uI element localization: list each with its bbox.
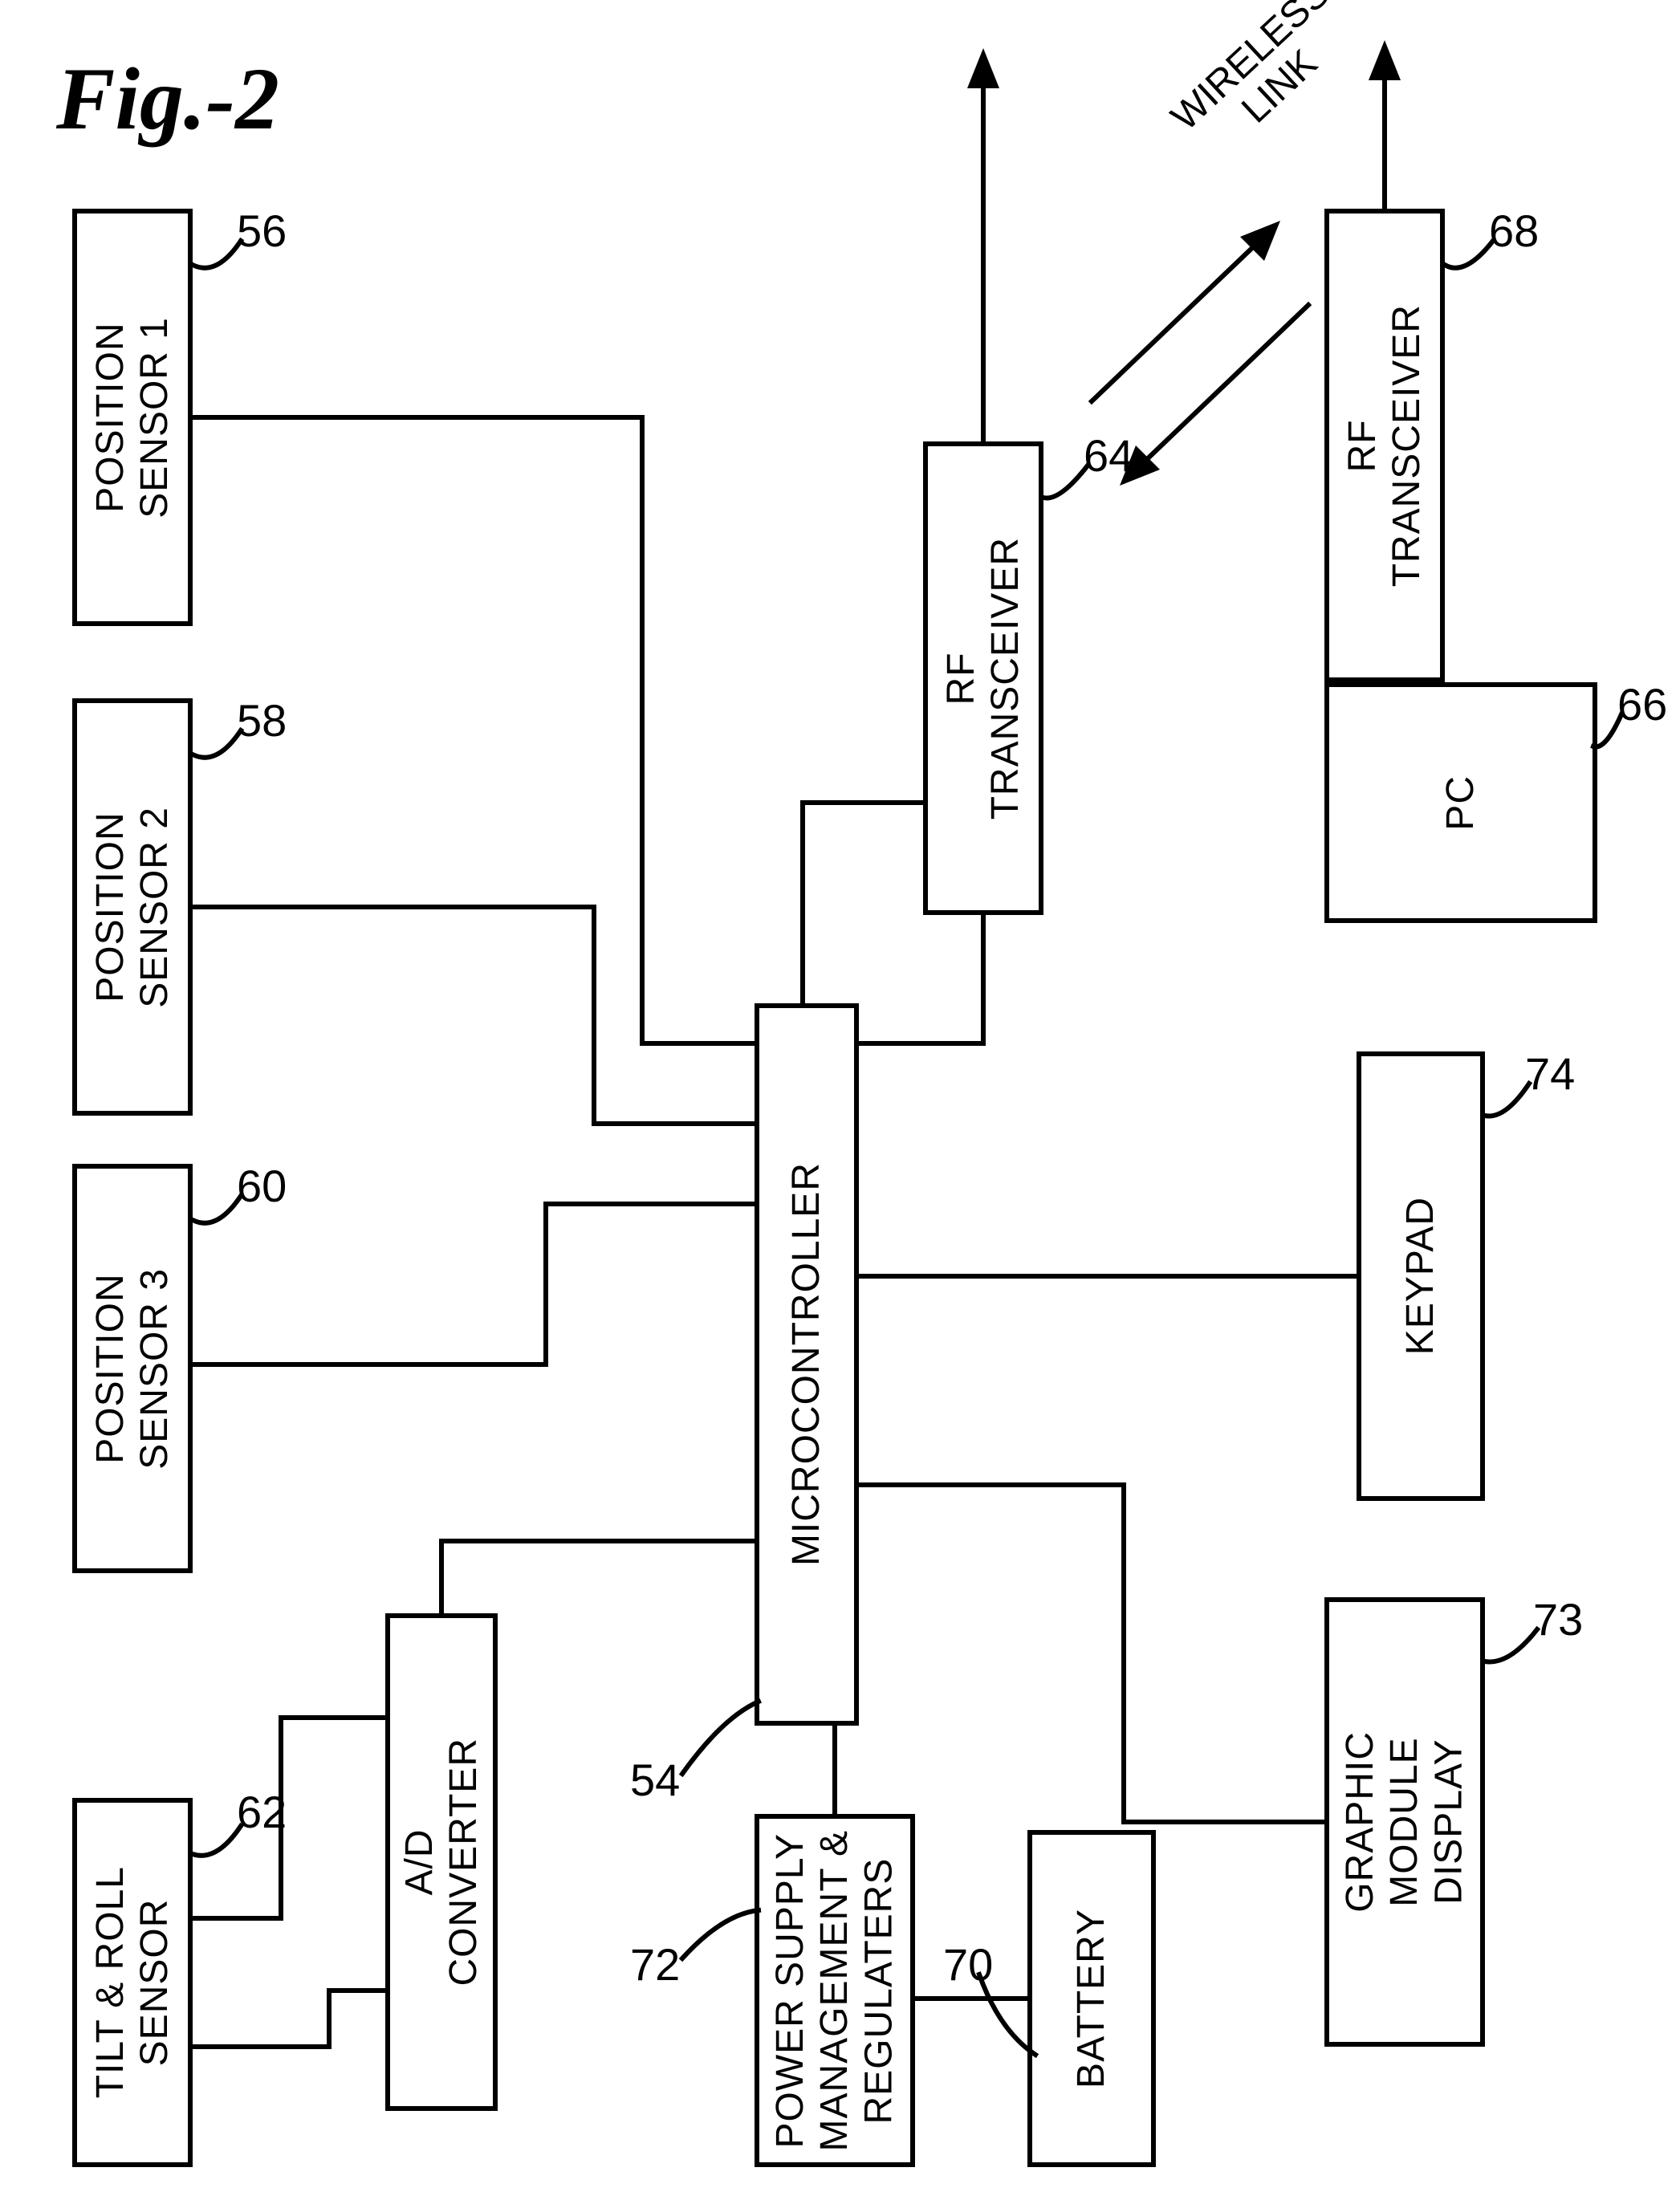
label-pc: PC [1438,775,1483,831]
label-graphic-display: GRAPHIC MODULE DISPLAY [1338,1731,1471,1913]
ref-58: 58 [237,694,287,746]
label-ad-converter: A/D CONVERTER [397,1738,486,1987]
diagram-canvas: Fig.-2 POSITION SENSOR 1 POSITION SENSOR… [0,0,1680,2196]
label-rf-transceiver-2: RF TRANSCEIVER [1340,304,1429,587]
label-wireless-link: WIRELESS LINK [1164,0,1367,170]
ref-72: 72 [630,1938,680,1991]
box-battery: BATTERY [1027,1830,1156,2167]
ref-70: 70 [943,1938,993,1991]
ref-73: 73 [1533,1593,1583,1645]
label-power-mgmt: POWER SUPPLY MANAGEMENT & REGULATERS [768,1830,901,2152]
label-tilt-roll-sensor: TILT & ROLL SENSOR [88,1866,177,2098]
ref-60: 60 [237,1160,287,1212]
box-graphic-display: GRAPHIC MODULE DISPLAY [1324,1597,1485,2047]
ref-62: 62 [237,1786,287,1838]
label-position-sensor-3: POSITION SENSOR 3 [88,1268,177,1470]
ref-74: 74 [1525,1047,1575,1100]
label-keypad: KEYPAD [1398,1197,1442,1355]
figure-title: Fig.-2 [56,48,279,150]
box-position-sensor-2: POSITION SENSOR 2 [72,698,193,1116]
label-rf-transceiver-1: RF TRANSCEIVER [939,537,1027,819]
ref-56: 56 [237,205,287,257]
box-tilt-roll-sensor: TILT & ROLL SENSOR [72,1798,193,2167]
box-rf-transceiver-1: RF TRANSCEIVER [923,441,1043,915]
ref-66: 66 [1617,678,1667,730]
label-position-sensor-2: POSITION SENSOR 2 [88,807,177,1008]
box-ad-converter: A/D CONVERTER [385,1613,498,2111]
ref-64: 64 [1084,429,1133,482]
box-microcontroller: MICROCONTROLLER [755,1003,859,1726]
box-position-sensor-1: POSITION SENSOR 1 [72,209,193,626]
label-microcontroller: MICROCONTROLLER [784,1162,828,1566]
box-pc: PC [1324,682,1597,923]
box-position-sensor-3: POSITION SENSOR 3 [72,1164,193,1573]
box-power-mgmt: POWER SUPPLY MANAGEMENT & REGULATERS [755,1814,915,2167]
label-battery: BATTERY [1069,1909,1113,2088]
box-keypad: KEYPAD [1357,1051,1485,1501]
label-position-sensor-1: POSITION SENSOR 1 [88,317,177,518]
box-rf-transceiver-2: RF TRANSCEIVER [1324,209,1445,682]
ref-54: 54 [630,1754,680,1806]
ref-68: 68 [1489,205,1539,257]
